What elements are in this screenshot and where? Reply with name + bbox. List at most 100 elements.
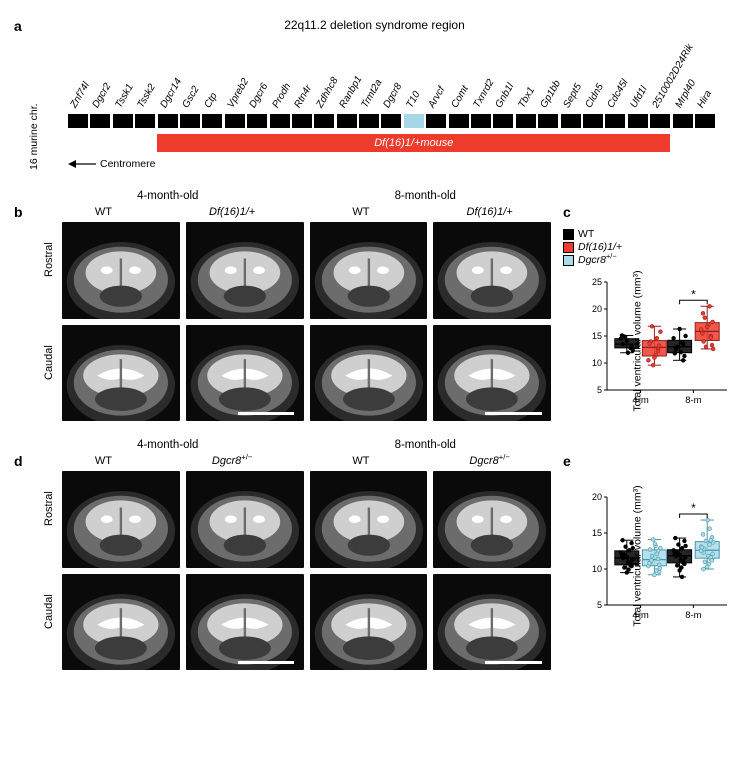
mri-image	[62, 222, 180, 319]
svg-text:4-m: 4-m	[632, 610, 648, 621]
gene-block: Vpreb2	[225, 114, 245, 128]
legend-item: Df(16)1/+	[563, 241, 735, 253]
gene-block: Dgcr14	[158, 114, 178, 128]
chromosome-label: 16 murine chr.	[28, 103, 40, 170]
svg-text:20: 20	[592, 304, 602, 314]
mri-image	[186, 574, 304, 671]
svg-text:5: 5	[597, 600, 602, 610]
svg-text:15: 15	[592, 331, 602, 341]
panel-b-label: b	[14, 190, 30, 220]
panel-c-legend: WTDf(16)1/+Dgcr8+/−	[563, 228, 735, 266]
genotype-label: Df(16)1/+	[428, 206, 551, 218]
mri-image	[186, 222, 304, 319]
gene-block: T10	[404, 114, 424, 128]
panel-d-mri: 4-month-old8-month-oldWTDgcr8+/−WTDgcr8+…	[42, 439, 551, 670]
svg-text:8-m: 8-m	[685, 610, 701, 621]
genotype-label: WT	[42, 206, 165, 218]
mri-image	[186, 325, 304, 422]
mri-image	[433, 471, 551, 568]
row-label: Caudal	[43, 366, 55, 380]
mri-image	[62, 574, 180, 671]
mri-image	[186, 471, 304, 568]
svg-text:15: 15	[592, 528, 602, 538]
gene-block: Txnrd2	[471, 114, 491, 128]
panel-e: e Total ventricular volume (mm³) 5101520…	[563, 439, 735, 625]
gene-block: Sept5	[561, 114, 581, 128]
scale-bar	[238, 412, 295, 415]
panel-e-chart: Total ventricular volume (mm³) 51015204-…	[583, 487, 733, 625]
genotype-label: WT	[42, 455, 165, 467]
panel-a-label: a	[14, 18, 22, 34]
centromere: Centromere	[68, 158, 715, 170]
gene-block: Cdc45l	[605, 114, 625, 128]
gene-block: Dgcr2	[90, 114, 110, 128]
legend-item: Dgcr8+/−	[563, 254, 735, 266]
panel-de-row: d 4-month-old8-month-oldWTDgcr8+/−WTDgcr…	[14, 439, 735, 670]
legend-swatch	[563, 255, 574, 266]
gene-block: Arvcf	[426, 114, 446, 128]
panel-c-svg: 5101520254-m8-m*	[583, 272, 733, 410]
arrow-left-icon	[68, 159, 96, 169]
mri-image	[62, 325, 180, 422]
scale-bar	[485, 412, 542, 415]
mri-image	[310, 222, 428, 319]
genotype-label: WT	[300, 455, 423, 467]
scale-bar	[238, 661, 295, 664]
svg-text:*: *	[691, 501, 696, 515]
panel-e-legend	[563, 477, 735, 481]
gene-block: Tbx1	[516, 114, 536, 128]
mri-image	[433, 222, 551, 319]
gene-block: Mrpl40	[673, 114, 693, 128]
gene-block: Tssk1	[113, 114, 133, 128]
svg-text:4-m: 4-m	[632, 395, 648, 406]
panel-c-label: c	[563, 190, 579, 220]
gene-block: Gsc2	[180, 114, 200, 128]
gene-map: 16 murine chr. Znf74lDgcr2Tssk1Tssk2Dgcr…	[68, 112, 715, 170]
gene-block: Ranbp1	[337, 114, 357, 128]
deletion-bar-wrap: Df(16)1/+mouse	[68, 134, 715, 152]
legend-swatch	[563, 242, 574, 253]
gene-block: Comt	[449, 114, 469, 128]
gene-block: Hira	[695, 114, 715, 128]
gene-block: Ufd1l	[628, 114, 648, 128]
panel-c: c WTDf(16)1/+Dgcr8+/− Total ventricular …	[563, 190, 735, 410]
gene-block: Znf74l	[68, 114, 88, 128]
age-label: 8-month-old	[300, 190, 552, 202]
gene-block: Ctp	[202, 114, 222, 128]
row-label: Rostral	[43, 263, 55, 277]
genotype-label: Dgcr8+/−	[171, 455, 294, 467]
mri-image	[310, 471, 428, 568]
svg-text:20: 20	[592, 492, 602, 502]
legend-label: Dgcr8+/−	[578, 254, 617, 266]
mri-image	[433, 325, 551, 422]
mri-image	[62, 471, 180, 568]
panel-e-label: e	[563, 439, 579, 469]
genotype-label: Df(16)1/+	[171, 206, 294, 218]
gene-block: Dgcr8	[381, 114, 401, 128]
gene-block: Gp1bb	[538, 114, 558, 128]
age-label: 4-month-old	[42, 190, 294, 202]
legend-item: WT	[563, 228, 735, 240]
panel-c-chart: Total ventricular volume (mm³) 510152025…	[583, 272, 733, 410]
panel-a-title: 22q11.2 deletion syndrome region	[134, 18, 615, 32]
svg-text:8-m: 8-m	[685, 395, 701, 406]
gene-block: Tssk2	[135, 114, 155, 128]
centromere-label: Centromere	[100, 158, 155, 170]
gene-block: Gnb1l	[493, 114, 513, 128]
panel-a: a 22q11.2 deletion syndrome region 16 mu…	[14, 18, 735, 170]
panel-d-label: d	[14, 439, 30, 469]
mri-image	[433, 574, 551, 671]
mri-image	[310, 574, 428, 671]
mri-image	[310, 325, 428, 422]
legend-label: WT	[578, 228, 594, 240]
svg-text:25: 25	[592, 277, 602, 287]
gene-block: Trmt2a	[359, 114, 379, 128]
gene-block: Cldn5	[583, 114, 603, 128]
gene-block: Rtn4r	[292, 114, 312, 128]
age-label: 4-month-old	[42, 439, 294, 451]
legend-swatch	[563, 229, 574, 240]
gene-block: Dgcr6	[247, 114, 267, 128]
gene-block: Zdhhc8	[314, 114, 334, 128]
age-label: 8-month-old	[300, 439, 552, 451]
panel-bc-row: b 4-month-old8-month-oldWTDf(16)1/+WTDf(…	[14, 190, 735, 421]
